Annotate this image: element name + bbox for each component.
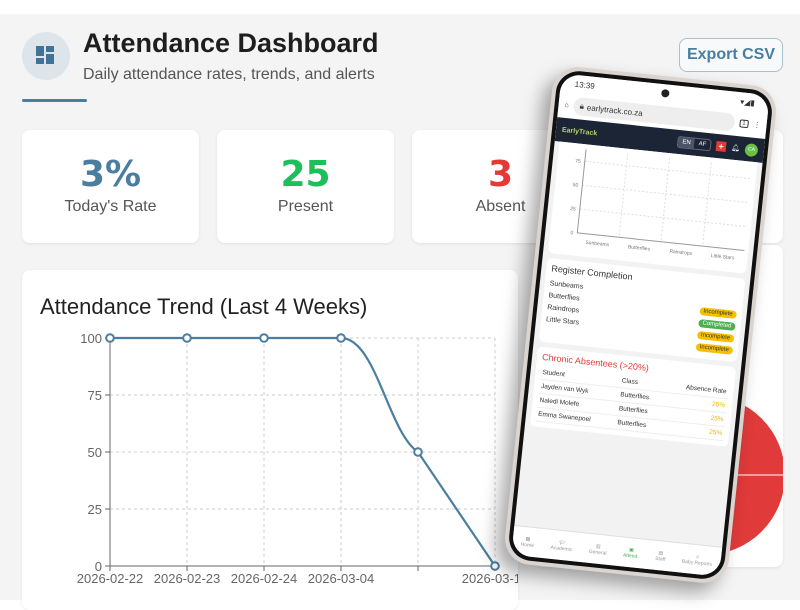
nav-attend[interactable]: ▣ Attend. bbox=[623, 546, 640, 560]
data-point bbox=[336, 333, 346, 343]
x-tick-label: 2026-02-24 bbox=[231, 571, 298, 586]
tab-count-button[interactable]: 1 bbox=[738, 119, 749, 129]
data-point bbox=[182, 333, 192, 343]
camera bbox=[660, 88, 670, 98]
nav-staff[interactable]: ▤ Staff bbox=[654, 549, 666, 563]
class-name: Raindrops bbox=[546, 303, 580, 314]
home-icon[interactable]: ⌂ bbox=[564, 101, 570, 109]
lock-icon: 🔒︎ bbox=[579, 101, 585, 111]
x-tick-label: 2026-02-23 bbox=[154, 571, 221, 586]
y-tick-label: 50 bbox=[88, 445, 102, 460]
signal-battery-icon: ▾◢▮ bbox=[739, 96, 756, 108]
y-tick-label: 25 bbox=[88, 502, 102, 517]
earlytrack-logo: EarlyTrack bbox=[561, 126, 598, 137]
class-name: Butterflies bbox=[548, 291, 580, 302]
status-time: 13:39 bbox=[574, 79, 596, 91]
register-completion-card: Register Completion Sunbeams Butterflies… bbox=[538, 257, 746, 363]
first-aid-icon[interactable]: + bbox=[715, 140, 727, 152]
export-csv-button[interactable]: Export CSV bbox=[679, 38, 783, 72]
stat-card-rate: 3% Today's Rate bbox=[22, 130, 199, 243]
x-tick-label: 2026-02-22 bbox=[77, 571, 144, 586]
chart-title: Attendance Trend (Last 4 Weeks) bbox=[40, 294, 368, 319]
page-title: Attendance Dashboard bbox=[83, 28, 379, 58]
y-tick: 0 bbox=[570, 230, 574, 236]
class-name: Sunbeams bbox=[549, 279, 584, 291]
nav-academic[interactable]: 🎓︎ Academic bbox=[550, 538, 573, 552]
title-underline bbox=[22, 99, 87, 102]
stat-value: 25 bbox=[280, 154, 331, 195]
trend-chart: 0 25 50 75 100 2026-02-22 2026-02-23 2026-02-24… bbox=[77, 331, 518, 586]
phone-mockup: 13:39 ▾◢▮ ⌂ 🔒︎ earlytrack.co.za 1 ⋮ EarlyT… bbox=[502, 64, 779, 586]
class-bar-chart: 75 50 25 0 Sunbeams Butterflies Raindrop… bbox=[570, 149, 752, 261]
chronic-absentees-card: Chronic Absentees (>20%) Student Class Abs… bbox=[529, 346, 737, 447]
y-tick-label: 75 bbox=[88, 388, 102, 403]
avatar[interactable]: CA bbox=[744, 142, 759, 157]
nav-home[interactable]: ▦ Home bbox=[520, 535, 535, 549]
dashboard-icon bbox=[22, 32, 70, 80]
nav-label: Attend. bbox=[622, 551, 640, 560]
data-point bbox=[413, 447, 423, 457]
y-tick: 25 bbox=[570, 206, 576, 213]
language-toggle[interactable]: EN AF bbox=[676, 135, 712, 152]
stat-value: 3 bbox=[487, 154, 514, 195]
stat-label: Present bbox=[277, 198, 334, 215]
more-menu-icon[interactable]: ⋮ bbox=[753, 121, 761, 130]
bell-icon[interactable]: 🔔︎ bbox=[730, 144, 741, 153]
data-point bbox=[490, 561, 500, 571]
x-tick-label: 2026-03-17 bbox=[462, 571, 518, 586]
class-chart-card: 75 50 25 0 Sunbeams Butterflies Raindrop… bbox=[548, 141, 758, 274]
y-tick-label: 0 bbox=[95, 559, 102, 574]
status-badge: Incomplete bbox=[695, 342, 734, 355]
lang-af[interactable]: AF bbox=[698, 141, 707, 148]
x-tick: Butterflies bbox=[628, 244, 651, 252]
nav-baby-reports[interactable]: ☺ Baby Reports bbox=[682, 552, 713, 567]
data-point bbox=[259, 333, 269, 343]
stat-label: Absent bbox=[475, 198, 526, 215]
attendance-trend-card: Attendance Trend (Last 4 Weeks) 0 25 50 75 1… bbox=[22, 270, 518, 610]
y-tick-label: 100 bbox=[80, 331, 102, 346]
lang-en[interactable]: EN bbox=[677, 136, 696, 149]
page-subtitle: Daily attendance rates, trends, and aler… bbox=[83, 66, 375, 83]
url-text: earlytrack.co.za bbox=[586, 102, 644, 118]
x-tick-label: 2026-03-04 bbox=[308, 571, 375, 586]
x-tick: Little Stars bbox=[710, 253, 735, 261]
nav-label: General bbox=[588, 548, 607, 557]
x-tick: Raindrops bbox=[669, 249, 693, 257]
stat-label: Today's Rate bbox=[64, 198, 157, 215]
x-tick: Sunbeams bbox=[585, 240, 610, 249]
class-name: Little Stars bbox=[545, 315, 580, 327]
stat-card-present: 25 Present bbox=[217, 130, 394, 243]
y-tick: 50 bbox=[572, 182, 578, 189]
nav-label: Home bbox=[520, 541, 535, 549]
nav-label: Academic bbox=[550, 544, 573, 553]
nav-general[interactable]: ▥ General bbox=[588, 542, 607, 556]
data-point bbox=[105, 333, 115, 343]
series-line bbox=[110, 336, 496, 567]
stat-value: 3% bbox=[79, 154, 142, 195]
y-tick: 75 bbox=[575, 158, 581, 165]
nav-label: Staff bbox=[654, 555, 666, 563]
